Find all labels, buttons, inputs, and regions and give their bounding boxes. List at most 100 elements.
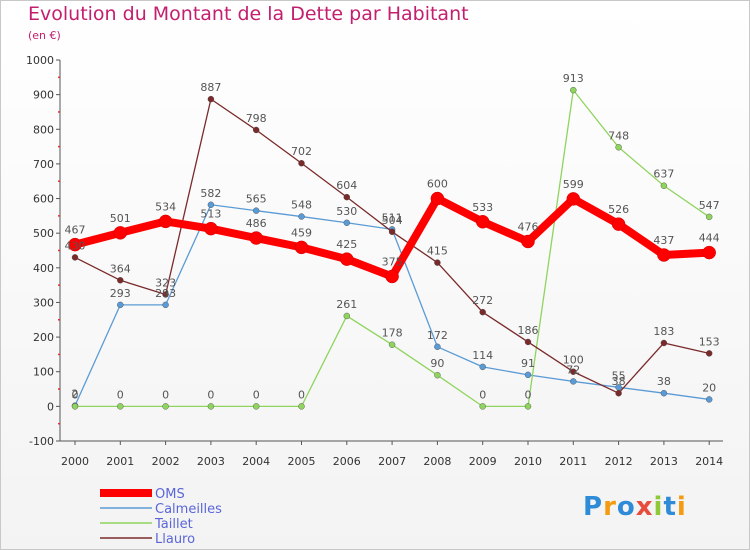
x-tick-label: 2002 — [152, 455, 180, 468]
data-label: 702 — [291, 145, 312, 158]
data-point — [162, 301, 169, 309]
series-layer — [68, 86, 716, 410]
data-point — [615, 390, 622, 397]
data-label: 0 — [117, 388, 124, 401]
data-point — [570, 368, 577, 375]
logo-letter: t — [663, 492, 677, 522]
data-label: 526 — [608, 203, 629, 216]
legend-label-calmeilles: Calmeilles — [155, 502, 222, 517]
x-tick-label: 2004 — [242, 455, 270, 468]
data-point — [430, 191, 445, 206]
data-label: 0 — [162, 388, 169, 401]
data-label: 437 — [653, 234, 674, 247]
data-point — [117, 403, 124, 410]
data-point — [253, 207, 260, 214]
data-point — [657, 248, 671, 262]
data-label: 183 — [653, 325, 674, 338]
data-label: 20 — [702, 381, 716, 394]
data-label: 444 — [699, 232, 720, 245]
data-label: 72 — [566, 363, 580, 376]
data-label: 415 — [427, 245, 448, 258]
data-point — [475, 215, 490, 229]
axes: -100010020030040050060070080090010002000… — [26, 54, 723, 468]
data-label: 547 — [699, 199, 720, 212]
data-label: 511 — [382, 211, 403, 224]
logo-letter: r — [603, 492, 617, 522]
data-label: 0 — [72, 388, 79, 401]
data-label: 748 — [608, 129, 629, 142]
x-tick-label: 2005 — [288, 455, 316, 468]
data-label: 100 — [563, 354, 584, 367]
x-tick-label: 2003 — [197, 455, 225, 468]
data-label: 178 — [382, 327, 403, 340]
data-point — [570, 378, 577, 385]
y-tick-label: 1000 — [26, 54, 54, 67]
x-tick-label: 2000 — [61, 455, 89, 468]
data-point — [706, 213, 713, 221]
data-point — [706, 396, 713, 403]
y-tick-label: 0 — [47, 400, 54, 413]
legend-label-taillet: Taillet — [154, 517, 193, 532]
data-point — [71, 254, 79, 261]
data-point — [524, 371, 532, 379]
data-label: 459 — [291, 226, 312, 239]
y-tick-label: 200 — [33, 331, 54, 344]
y-tick-label: 700 — [33, 158, 54, 171]
data-label: 913 — [563, 72, 584, 85]
y-tick-label: 900 — [33, 89, 54, 102]
logo-letter: i — [653, 492, 664, 522]
proxiti-logo: Proxiti — [583, 492, 687, 522]
logo-letter: x — [635, 492, 654, 522]
data-point — [117, 277, 124, 284]
data-label: 513 — [200, 208, 221, 221]
data-label: 533 — [472, 201, 493, 214]
data-point — [706, 350, 713, 357]
data-point — [388, 228, 396, 235]
x-tick-label: 2007 — [378, 455, 406, 468]
logo-letter: o — [616, 492, 636, 522]
x-tick-label: 2008 — [423, 455, 451, 468]
data-label: 2 — [72, 388, 79, 401]
data-label: 0 — [253, 388, 260, 401]
data-point — [479, 363, 486, 371]
data-point — [204, 221, 218, 236]
data-point — [434, 371, 441, 379]
y-tick-label: -100 — [29, 435, 54, 448]
data-point — [524, 338, 532, 346]
data-label: 364 — [110, 262, 131, 275]
legend-label-llauro: Llauro — [155, 532, 195, 547]
data-label: 90 — [430, 357, 444, 370]
data-label: 430 — [65, 239, 86, 252]
logo-letter: P — [583, 492, 604, 522]
legend-label-oms: OMS — [155, 487, 185, 502]
data-label: 153 — [699, 335, 720, 348]
x-tick-label: 2001 — [106, 455, 134, 468]
data-point — [162, 403, 169, 410]
data-point — [702, 245, 716, 260]
data-label: 293 — [110, 287, 131, 300]
y-tick-label: 600 — [33, 193, 54, 206]
data-point — [524, 403, 532, 410]
data-point — [253, 126, 260, 134]
data-point — [340, 252, 354, 266]
data-point — [479, 403, 486, 410]
data-label: 530 — [336, 205, 357, 218]
data-point — [343, 219, 350, 226]
y-tick-label: 300 — [33, 296, 54, 309]
data-label: 375 — [382, 255, 403, 268]
data-point — [113, 226, 128, 240]
data-point — [615, 144, 622, 151]
data-point — [253, 403, 260, 410]
data-point — [566, 192, 581, 206]
data-label: 600 — [427, 178, 448, 191]
data-label: 565 — [246, 193, 267, 206]
data-point — [294, 240, 309, 255]
data-label: 38 — [657, 375, 671, 388]
data-point — [388, 341, 396, 348]
y-tick-label: 400 — [33, 262, 54, 275]
data-label: 467 — [65, 224, 86, 237]
data-label: 55 — [612, 369, 626, 382]
data-label: 887 — [200, 81, 221, 94]
